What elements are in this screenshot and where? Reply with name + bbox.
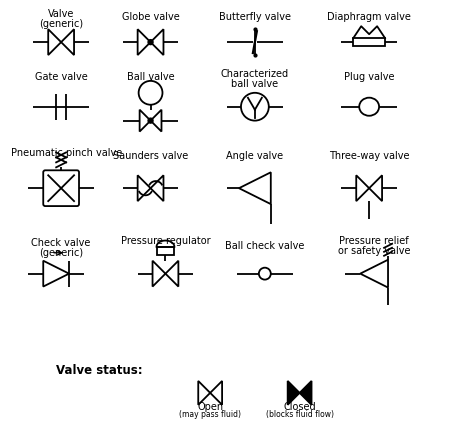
Polygon shape	[140, 110, 151, 132]
Circle shape	[241, 93, 269, 121]
Text: Angle valve: Angle valve	[226, 151, 283, 161]
Circle shape	[138, 81, 163, 105]
Text: ball valve: ball valve	[231, 79, 278, 89]
Polygon shape	[356, 175, 369, 201]
Text: (may pass fluid): (may pass fluid)	[179, 410, 241, 419]
Polygon shape	[300, 381, 311, 405]
Ellipse shape	[359, 98, 379, 116]
Text: Ball check valve: Ball check valve	[225, 241, 304, 251]
Text: Gate valve: Gate valve	[35, 72, 88, 82]
Text: Pressure regulator: Pressure regulator	[121, 236, 210, 246]
Text: (generic): (generic)	[39, 248, 83, 258]
Polygon shape	[151, 175, 164, 201]
Text: Pressure relief: Pressure relief	[339, 236, 409, 246]
Polygon shape	[288, 381, 300, 405]
Bar	[156, 247, 174, 255]
Text: Check valve: Check valve	[31, 238, 91, 248]
Circle shape	[148, 118, 153, 123]
Polygon shape	[137, 175, 151, 201]
Text: or safety valve: or safety valve	[338, 246, 410, 256]
Text: Ball valve: Ball valve	[127, 72, 174, 82]
Text: Valve: Valve	[48, 9, 74, 19]
Polygon shape	[165, 261, 178, 286]
Text: Closed: Closed	[283, 402, 316, 412]
Polygon shape	[151, 110, 162, 132]
Polygon shape	[210, 381, 222, 405]
Text: Valve status:: Valve status:	[56, 364, 143, 377]
Polygon shape	[43, 261, 69, 286]
Text: Open: Open	[197, 402, 223, 412]
Text: Diaphragm valve: Diaphragm valve	[327, 12, 411, 22]
Circle shape	[148, 40, 153, 44]
Text: Characterized: Characterized	[221, 69, 289, 79]
Bar	[353, 38, 385, 46]
Text: Saunders valve: Saunders valve	[113, 151, 188, 161]
Polygon shape	[151, 29, 164, 55]
Text: Pneumatic pinch valve: Pneumatic pinch valve	[11, 148, 123, 158]
Polygon shape	[48, 29, 61, 55]
FancyBboxPatch shape	[43, 170, 79, 206]
Polygon shape	[239, 172, 271, 204]
Polygon shape	[61, 29, 74, 55]
Text: Three-way valve: Three-way valve	[329, 151, 410, 161]
Circle shape	[259, 268, 271, 279]
Polygon shape	[137, 29, 151, 55]
Polygon shape	[369, 175, 382, 201]
Polygon shape	[153, 261, 165, 286]
Polygon shape	[360, 260, 388, 288]
Text: Butterfly valve: Butterfly valve	[219, 12, 291, 22]
Text: Plug valve: Plug valve	[344, 72, 394, 82]
Text: (generic): (generic)	[39, 19, 83, 29]
Polygon shape	[198, 381, 210, 405]
Text: Globe valve: Globe valve	[122, 12, 180, 22]
Text: (blocks fluid flow): (blocks fluid flow)	[265, 410, 334, 419]
